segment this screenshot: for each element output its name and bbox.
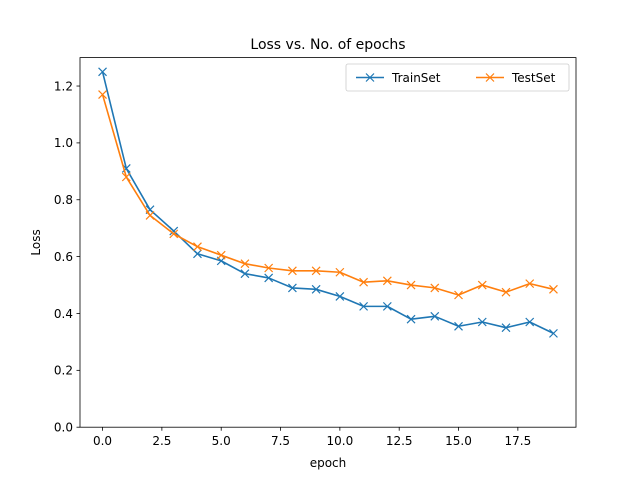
y-tick-label: 0.4 [54, 307, 73, 321]
legend-marker-testset [485, 73, 495, 82]
y-axis-ticks: 0.0 0.2 0.4 0.6 0.8 1.0 1.2 [54, 79, 80, 435]
testset-point [501, 287, 511, 297]
legend-box [345, 63, 570, 92]
y-tick-label: 0.8 [54, 193, 73, 207]
testset-point [406, 280, 416, 290]
y-tick-label: 0.6 [54, 250, 73, 264]
testset-point [121, 172, 131, 182]
trainset-point [501, 323, 511, 333]
trainset-point [335, 291, 345, 301]
x-tick-label: 0.0 [93, 434, 112, 448]
trainset-point [240, 269, 250, 279]
x-tick-label: 17.5 [504, 434, 531, 448]
legend-entry-testset: TestSet [476, 71, 556, 85]
testset-point [359, 277, 369, 287]
testset-point [98, 90, 107, 99]
chart-title: Loss vs. No. of epochs [250, 37, 405, 53]
testset-point [549, 284, 558, 294]
testset-point [240, 259, 250, 269]
trainset-point [454, 321, 463, 331]
x-axis-ticks: 0.0 2.5 5.0 7.5 10.0 12.5 15.0 17.5 [93, 427, 531, 448]
testset-point [430, 283, 440, 293]
testset-point [169, 229, 179, 239]
testset-point [311, 266, 321, 276]
trainset-point [382, 301, 392, 311]
x-tick-label: 12.5 [386, 434, 413, 448]
trainset-point [477, 317, 487, 327]
testset-line [101, 94, 554, 296]
testset-point [525, 279, 535, 289]
plot-frame [79, 57, 577, 428]
legend-label-trainset: TrainSet [391, 71, 441, 85]
trainset-point [264, 273, 274, 283]
y-tick-label: 1.0 [54, 136, 73, 150]
legend-label-testset: TestSet [511, 71, 556, 85]
trainset-point [359, 301, 369, 311]
x-axis-label: epoch [310, 456, 347, 470]
testset-point [145, 210, 155, 220]
testset-point [264, 263, 274, 273]
trainset-point [430, 311, 440, 321]
testset-point [287, 266, 297, 276]
trainset-point [287, 283, 297, 293]
y-tick-label: 0.0 [54, 421, 73, 435]
plot-area [80, 57, 576, 428]
trainset-point [549, 328, 558, 338]
x-tick-label: 7.5 [271, 434, 290, 448]
trainset-series [98, 67, 558, 338]
testset-point [193, 242, 202, 252]
x-tick-label: 2.5 [152, 434, 171, 448]
x-tick-label: 10.0 [327, 434, 354, 448]
x-tick-label: 5.0 [212, 434, 231, 448]
y-axis-label: Loss [29, 229, 43, 255]
trainset-point [193, 249, 202, 259]
testset-point [216, 250, 226, 260]
trainset-point [98, 67, 107, 77]
series-layer [98, 67, 558, 338]
testset-point [454, 290, 463, 300]
testset-series [98, 90, 558, 300]
y-tick-label: 1.2 [54, 79, 73, 93]
trainset-point [406, 314, 416, 324]
x-tick-label: 15.0 [445, 434, 472, 448]
trainset-point [525, 317, 535, 327]
trainset-point [311, 284, 321, 294]
y-tick-label: 0.2 [54, 364, 73, 378]
testset-point [335, 267, 345, 277]
testset-point [477, 280, 487, 290]
legend-marker-trainset [365, 73, 375, 82]
legend-entry-trainset: TrainSet [356, 71, 441, 85]
testset-point [382, 276, 392, 286]
legend: TrainSet TestSet [345, 63, 570, 92]
trainset-point [169, 226, 179, 236]
